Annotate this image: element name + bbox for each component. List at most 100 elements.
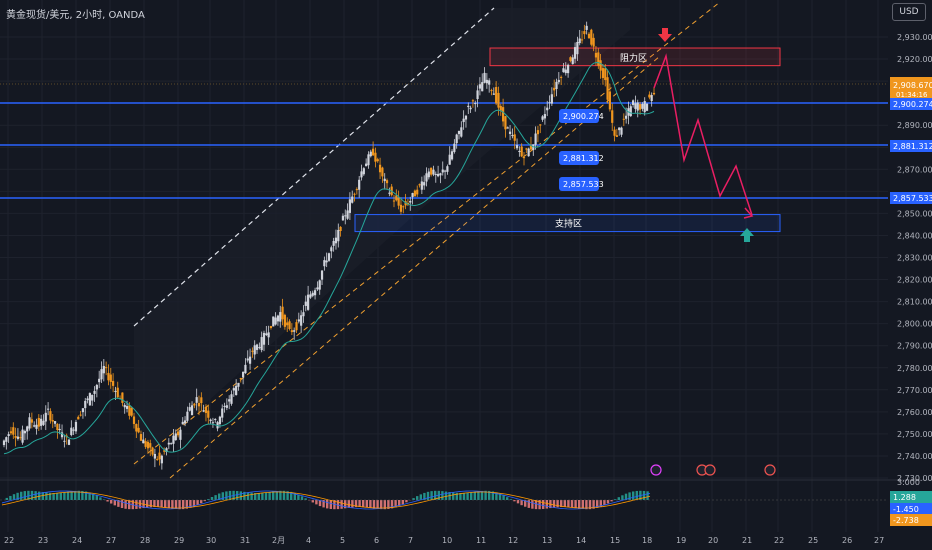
- candle-body: [376, 159, 379, 162]
- y-tick-label: 2,930.000: [897, 33, 932, 42]
- candle-body: [522, 157, 526, 159]
- candle-body: [123, 404, 126, 408]
- x-tick-label: 14: [576, 536, 586, 545]
- macd-histogram-bar: [473, 491, 476, 500]
- macd-histogram-bar: [398, 500, 401, 506]
- candle-body: [511, 135, 514, 137]
- macd-histogram-bar: [318, 500, 322, 507]
- macd-histogram-bar: [149, 500, 152, 508]
- candle-body: [594, 52, 598, 58]
- y-axis: 2,730.000 2,740.000 2,750.000 2,760.000 2,77…: [897, 33, 932, 483]
- candle-body: [529, 145, 533, 150]
- macd-histogram-bar: [513, 500, 516, 502]
- moving-average-line: [3, 62, 655, 455]
- candle-body: [643, 101, 646, 113]
- x-tick-label: 11: [476, 536, 486, 545]
- level-3-inline-label: 2,857.533: [563, 180, 604, 189]
- candle-body: [374, 152, 377, 162]
- current-price-badge-bg: [890, 77, 932, 99]
- y-tick-label: 2,850.000: [897, 209, 932, 218]
- candle-body: [235, 385, 238, 396]
- macd-histogram-bar: [354, 500, 358, 508]
- candle-body: [86, 398, 89, 401]
- macd-histogram-bar: [369, 500, 372, 508]
- macd-histogram-bar: [48, 492, 52, 500]
- macd-histogram-bar: [34, 491, 37, 500]
- macd-histogram-bar: [286, 491, 289, 500]
- macd-histogram-bar: [477, 491, 480, 500]
- macd-histogram-bar: [279, 490, 282, 500]
- macd-histogram-bar: [434, 490, 437, 500]
- y-tick-label: 2,760.000: [897, 408, 932, 417]
- macd-histogram-bar: [92, 493, 95, 500]
- candle-body: [204, 406, 208, 413]
- macd-histogram-bar: [635, 490, 638, 500]
- x-tick-label: 6: [374, 536, 379, 545]
- macd-histogram-bar: [210, 496, 214, 500]
- candle-body: [37, 417, 40, 427]
- x-tick-label: 29: [174, 536, 184, 545]
- candle-body: [536, 130, 540, 135]
- candle-body: [44, 412, 47, 422]
- candle-body: [478, 84, 481, 89]
- macd-histogram-bar: [63, 492, 66, 500]
- macd-histogram-bar: [506, 497, 509, 500]
- macd-histogram-bar: [304, 498, 307, 500]
- macd-histogram-bar: [239, 491, 242, 500]
- macd-histogram-bar: [228, 490, 232, 500]
- candle-body: [611, 110, 614, 123]
- candle-body: [302, 312, 305, 317]
- macd-panel: [0, 490, 888, 510]
- candle-body: [7, 434, 10, 437]
- macd-histogram-bar: [254, 492, 257, 500]
- candle-body: [337, 229, 340, 242]
- candle-body: [63, 440, 66, 442]
- macd-histogram-bar: [185, 500, 188, 509]
- candle-body: [543, 114, 546, 119]
- candle-body: [26, 426, 29, 432]
- x-tick-label: 26: [842, 536, 852, 545]
- macd-histogram-bar: [347, 500, 350, 508]
- macd-histogram-bar: [120, 500, 124, 509]
- currency-button[interactable]: USD: [892, 3, 926, 21]
- macd-histogram-bar: [322, 500, 325, 508]
- x-tick-label: 18: [642, 536, 652, 545]
- macd-histogram-bar: [261, 492, 264, 500]
- candle-body: [77, 416, 80, 420]
- candle-body: [652, 92, 656, 95]
- candle-body: [276, 315, 280, 322]
- macd-histogram-bar: [336, 500, 340, 510]
- candle-body: [432, 169, 435, 175]
- candle-body: [237, 382, 240, 387]
- candle-body: [95, 384, 98, 390]
- level-1-axis-label: 2,900.274: [893, 100, 932, 109]
- candle-body: [397, 197, 400, 206]
- candle-body: [116, 387, 119, 398]
- macd-histogram-bar: [218, 493, 221, 500]
- macd-histogram-bar: [174, 500, 178, 509]
- candle-body: [353, 193, 356, 195]
- macd-histogram-bar: [300, 496, 304, 500]
- candle-body: [395, 195, 398, 201]
- candle-body: [462, 118, 465, 123]
- candle-body: [242, 371, 245, 378]
- candle-body: [618, 127, 621, 131]
- macd-histogram-bar: [351, 500, 354, 508]
- candle-body: [583, 31, 586, 35]
- candle-body: [474, 102, 477, 105]
- candle-body: [132, 416, 136, 424]
- candle-body: [262, 332, 266, 345]
- candle-body: [156, 458, 159, 460]
- candle-body: [223, 405, 226, 407]
- candle-body: [490, 90, 493, 92]
- candle-body: [388, 192, 391, 194]
- macd-histogram-bar: [592, 500, 595, 509]
- candle-body: [272, 316, 275, 327]
- candle-body: [508, 131, 512, 134]
- event-marker-icon: [704, 464, 716, 476]
- macd-histogram-bar: [326, 500, 329, 509]
- x-tick-label: 24: [72, 536, 82, 545]
- macd-histogram-bar: [531, 500, 534, 509]
- y-tick-label: 2,790.000: [897, 342, 932, 351]
